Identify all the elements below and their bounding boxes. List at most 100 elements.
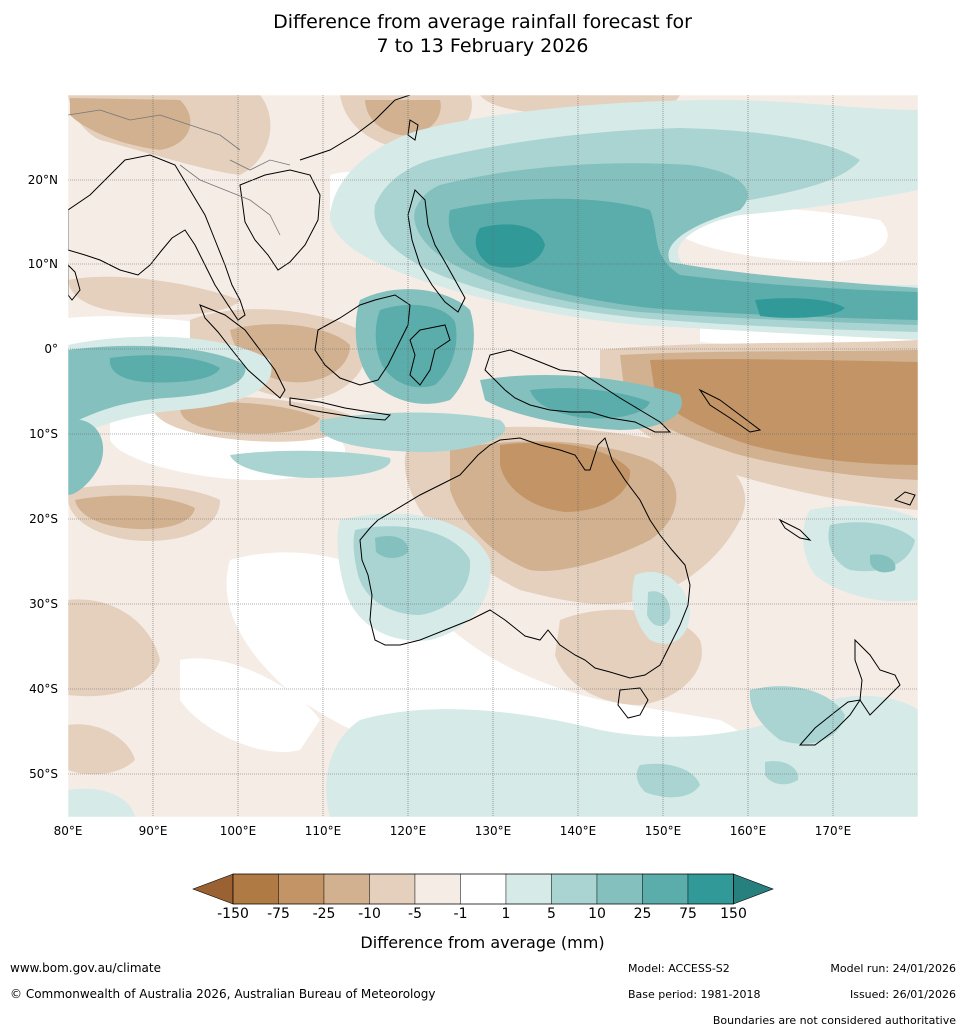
lon-label: 80°E [54, 824, 83, 838]
colorbar-tick-label: -25 [312, 906, 336, 922]
lon-label: 150°E [645, 824, 682, 838]
white-zone-southwest [180, 658, 320, 752]
wet-zone-western-australia-core [375, 535, 409, 558]
title-line-1: Difference from average rainfall forecas… [273, 11, 692, 33]
graticule [68, 95, 918, 817]
lon-label: 140°E [560, 824, 597, 838]
wet-zone-new-zealand [749, 686, 845, 744]
wet-zone-southern-ocean-east [765, 761, 799, 785]
solomon-islands-coastline [698, 388, 762, 433]
colorbar-tick-label: -150 [217, 906, 249, 922]
new-caledonia-coastline [778, 518, 812, 541]
lat-label: 20°N [28, 173, 58, 187]
java-coastline [289, 397, 392, 421]
colorbar-tick-label: -10 [358, 906, 381, 922]
colorbar-tick-label: 1 [501, 906, 511, 922]
colorbar-segment [460, 873, 507, 905]
dry-zone-southern-ocean [68, 599, 160, 697]
colorbar-tick-label: 10 [588, 906, 606, 922]
colorbar-tick-label: 25 [633, 906, 652, 922]
australia-coastline [359, 437, 691, 679]
colorbar-tick-label: 150 [720, 906, 747, 922]
dry-zone-west-indian-core [75, 495, 195, 530]
colorbar-segment [414, 873, 461, 905]
colorbar-frame [232, 873, 734, 905]
colorbar-segment [323, 873, 370, 905]
china-coastline [299, 95, 411, 161]
wet-zone-maritime-continent-core [375, 304, 457, 388]
wet-zone-southern-ocean-core [636, 763, 700, 798]
wet-zone-timor-sea [320, 412, 506, 452]
wet-zone-pacific-max [755, 298, 845, 318]
mainland-asia-coastline [68, 154, 246, 321]
model-run-date: Model run: 24/01/2026 [830, 962, 956, 975]
lon-label: 170°E [815, 824, 852, 838]
colorbar-title: Difference from average (mm) [360, 933, 605, 952]
colorbar-tick-label: -1 [453, 906, 468, 922]
wet-zone-tasman-mid [828, 522, 915, 572]
dry-zone-indian-ocean-south-core [179, 402, 320, 434]
lon-label: 160°E [730, 824, 767, 838]
lat-label: 20°S [29, 512, 58, 526]
colorbar-arrow-left [192, 873, 234, 905]
title-line-2: 7 to 13 February 2026 [376, 35, 589, 57]
wet-zone-indian-ocean-south [230, 450, 391, 478]
lat-label: 50°S [29, 767, 58, 781]
taiwan-coastline [407, 119, 419, 141]
philippines-coastline [407, 189, 466, 313]
wet-zone-tasman-core [870, 554, 896, 573]
colorbar-segment [505, 873, 552, 905]
colorbar-arrow-right [733, 873, 774, 905]
sumatra-coastline [199, 304, 286, 399]
sulawesi-coastline [409, 324, 451, 386]
issued-date: Issued: 26/01/2026 [849, 988, 956, 1001]
colorbar-tick-label: -5 [408, 906, 422, 922]
lat-label: 30°S [29, 597, 58, 611]
map-title: Difference from average rainfall forecas… [0, 10, 965, 58]
lon-label: 130°E [475, 824, 512, 838]
colorbar-segment [642, 873, 689, 905]
boundaries-disclaimer: Boundaries are not considered authoritat… [712, 1014, 956, 1027]
tasmania-coastline [617, 687, 649, 719]
colorbar [192, 873, 774, 905]
lon-label: 110°E [305, 824, 342, 838]
model-name: Model: ACCESS-S2 [628, 962, 730, 975]
new-zealand-north-coastline [854, 638, 901, 716]
dry-zone-china-coast-core [365, 100, 441, 136]
borneo-coastline [314, 294, 411, 386]
lat-label: 40°S [29, 682, 58, 696]
lon-label: 100°E [220, 824, 257, 838]
colorbar-segment [278, 873, 325, 905]
wet-zone-southern-ocean-west [68, 788, 135, 817]
colorbar-segment [232, 873, 279, 905]
country-borders [68, 109, 291, 236]
lat-label: 10°N [28, 257, 58, 271]
dry-zone-indian-ocean [68, 276, 240, 315]
colorbar-segment [369, 873, 416, 905]
colorbar-tick-label: 75 [679, 906, 697, 922]
dry-zone-southern-ocean-south [68, 724, 135, 775]
border-india-china [68, 109, 241, 151]
wet-zone-north-pacific-core [448, 198, 918, 320]
colorbar-segment [596, 873, 643, 905]
new-zealand-south-coastline [798, 699, 862, 746]
sri-lanka-coastline [68, 264, 81, 301]
white-zone-northeast [680, 208, 888, 262]
border-indochina [179, 164, 281, 236]
wet-zone-indian-ocean-core [109, 355, 220, 383]
axis-labels: 20°N 10°N 0° 10°S 20°S 30°S 40°S 50°S 80… [28, 173, 852, 838]
colorbar-segment [687, 873, 734, 905]
dry-zone-australia-core [500, 442, 631, 512]
lon-label: 120°E [390, 824, 427, 838]
lat-label: 0° [44, 342, 58, 356]
colorbar-segment [551, 873, 598, 905]
dry-zone-se-asia-core [70, 98, 191, 150]
dry-zone-coral-sea-core [650, 359, 918, 465]
lon-label: 90°E [139, 824, 168, 838]
fiji-coastline [893, 491, 916, 506]
base-period: Base period: 1981-2018 [628, 988, 761, 1001]
border-china-vietnam [229, 159, 291, 171]
wet-zone-indian-ocean-west [68, 419, 104, 495]
website-link[interactable]: www.bom.gov.au/climate [10, 961, 161, 975]
